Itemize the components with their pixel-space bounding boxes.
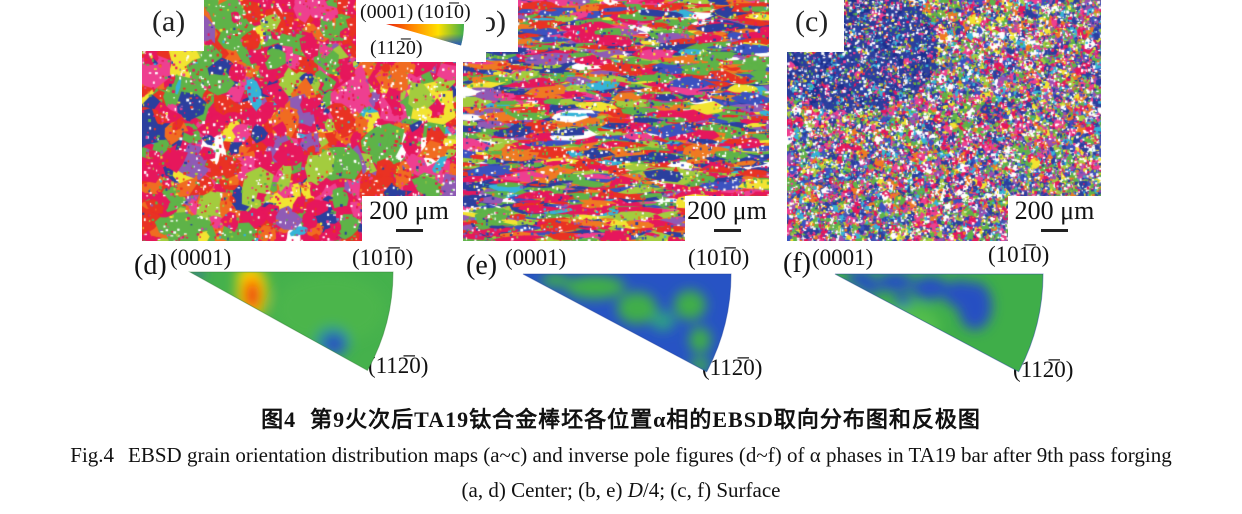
ipf-f-corner-0001: (0001) <box>812 245 874 270</box>
ipf-f-corner-1010: (101̅0) <box>988 242 1050 267</box>
panel-label-a: (a) <box>152 5 186 38</box>
ebsd-map-panel-c: (c) 200 μm <box>787 0 1101 241</box>
ipf-figure-f <box>834 273 1044 373</box>
caption-sub-italic-d: D <box>627 478 643 502</box>
ebsd-map-panel-b: (b) 200 μm <box>463 0 769 241</box>
scale-label-b: 200 μm <box>687 196 767 225</box>
ipf-d-corner-0001: (0001) <box>170 245 232 270</box>
color-key-wedge <box>386 24 465 46</box>
caption-sub-part2: /4; (c, f) Surface <box>642 478 781 502</box>
panel-c-notch: (c) <box>787 0 844 52</box>
ipf-label-f: (f) <box>783 248 811 279</box>
scale-bar-c: 200 μm <box>1008 196 1101 241</box>
caption-english: Fig.4 EBSD grain orientation distribution… <box>0 443 1242 468</box>
scale-line-a <box>395 228 423 232</box>
panel-label-c: (c) <box>795 5 829 38</box>
caption-sub-part1: (a, d) Center; (b, e) <box>461 478 628 502</box>
color-key: (0001) (101̅0) (112̅0) <box>356 0 486 62</box>
panel-a-notch: (a) <box>142 0 204 51</box>
caption-english-number: Fig.4 <box>70 443 115 467</box>
scale-line-b <box>713 228 741 232</box>
scale-label-c: 200 μm <box>1014 196 1095 225</box>
color-key-label-1010: (101̅0) <box>417 1 471 23</box>
ipf-d-corner-1010: (101̅0) <box>352 245 414 270</box>
scale-bar-a: 200 μm <box>362 196 456 241</box>
ipf-e-corner-1120: (112̅0) <box>702 355 763 380</box>
scale-label-a: 200 μm <box>369 196 449 225</box>
ipf-d-corner-1120: (112̅0) <box>368 353 429 378</box>
caption-english-text: EBSD grain orientation distribution maps… <box>128 443 1172 467</box>
scale-bar-b: 200 μm <box>685 196 769 241</box>
ipf-figure-d <box>188 271 394 372</box>
caption-chinese-text: 第9火次后TA19钛合金棒坯各位置α相的EBSD取向分布图和反极图 <box>310 407 981 432</box>
ipf-e-corner-0001: (0001) <box>505 245 567 270</box>
caption-chinese: 图4 第9火次后TA19钛合金棒坯各位置α相的EBSD取向分布图和反极图 <box>0 402 1242 434</box>
ipf-label-d: (d) <box>134 250 167 281</box>
color-key-label-0001: (0001) <box>360 1 414 23</box>
scale-line-c <box>1041 228 1068 232</box>
color-key-top-labels: (0001) (101̅0) <box>360 1 475 24</box>
ipf-e-corner-1010: (101̅0) <box>688 245 750 270</box>
ipf-label-e: (e) <box>466 250 498 281</box>
color-key-label-1120: (112̅0) <box>370 37 423 59</box>
caption-chinese-number: 图4 <box>261 407 297 432</box>
ipf-figure-e <box>522 273 732 373</box>
caption-subfigures: (a, d) Center; (b, e) D/4; (c, f) Surfac… <box>0 478 1242 503</box>
ipf-f-corner-1120: (112̅0) <box>1013 357 1074 382</box>
